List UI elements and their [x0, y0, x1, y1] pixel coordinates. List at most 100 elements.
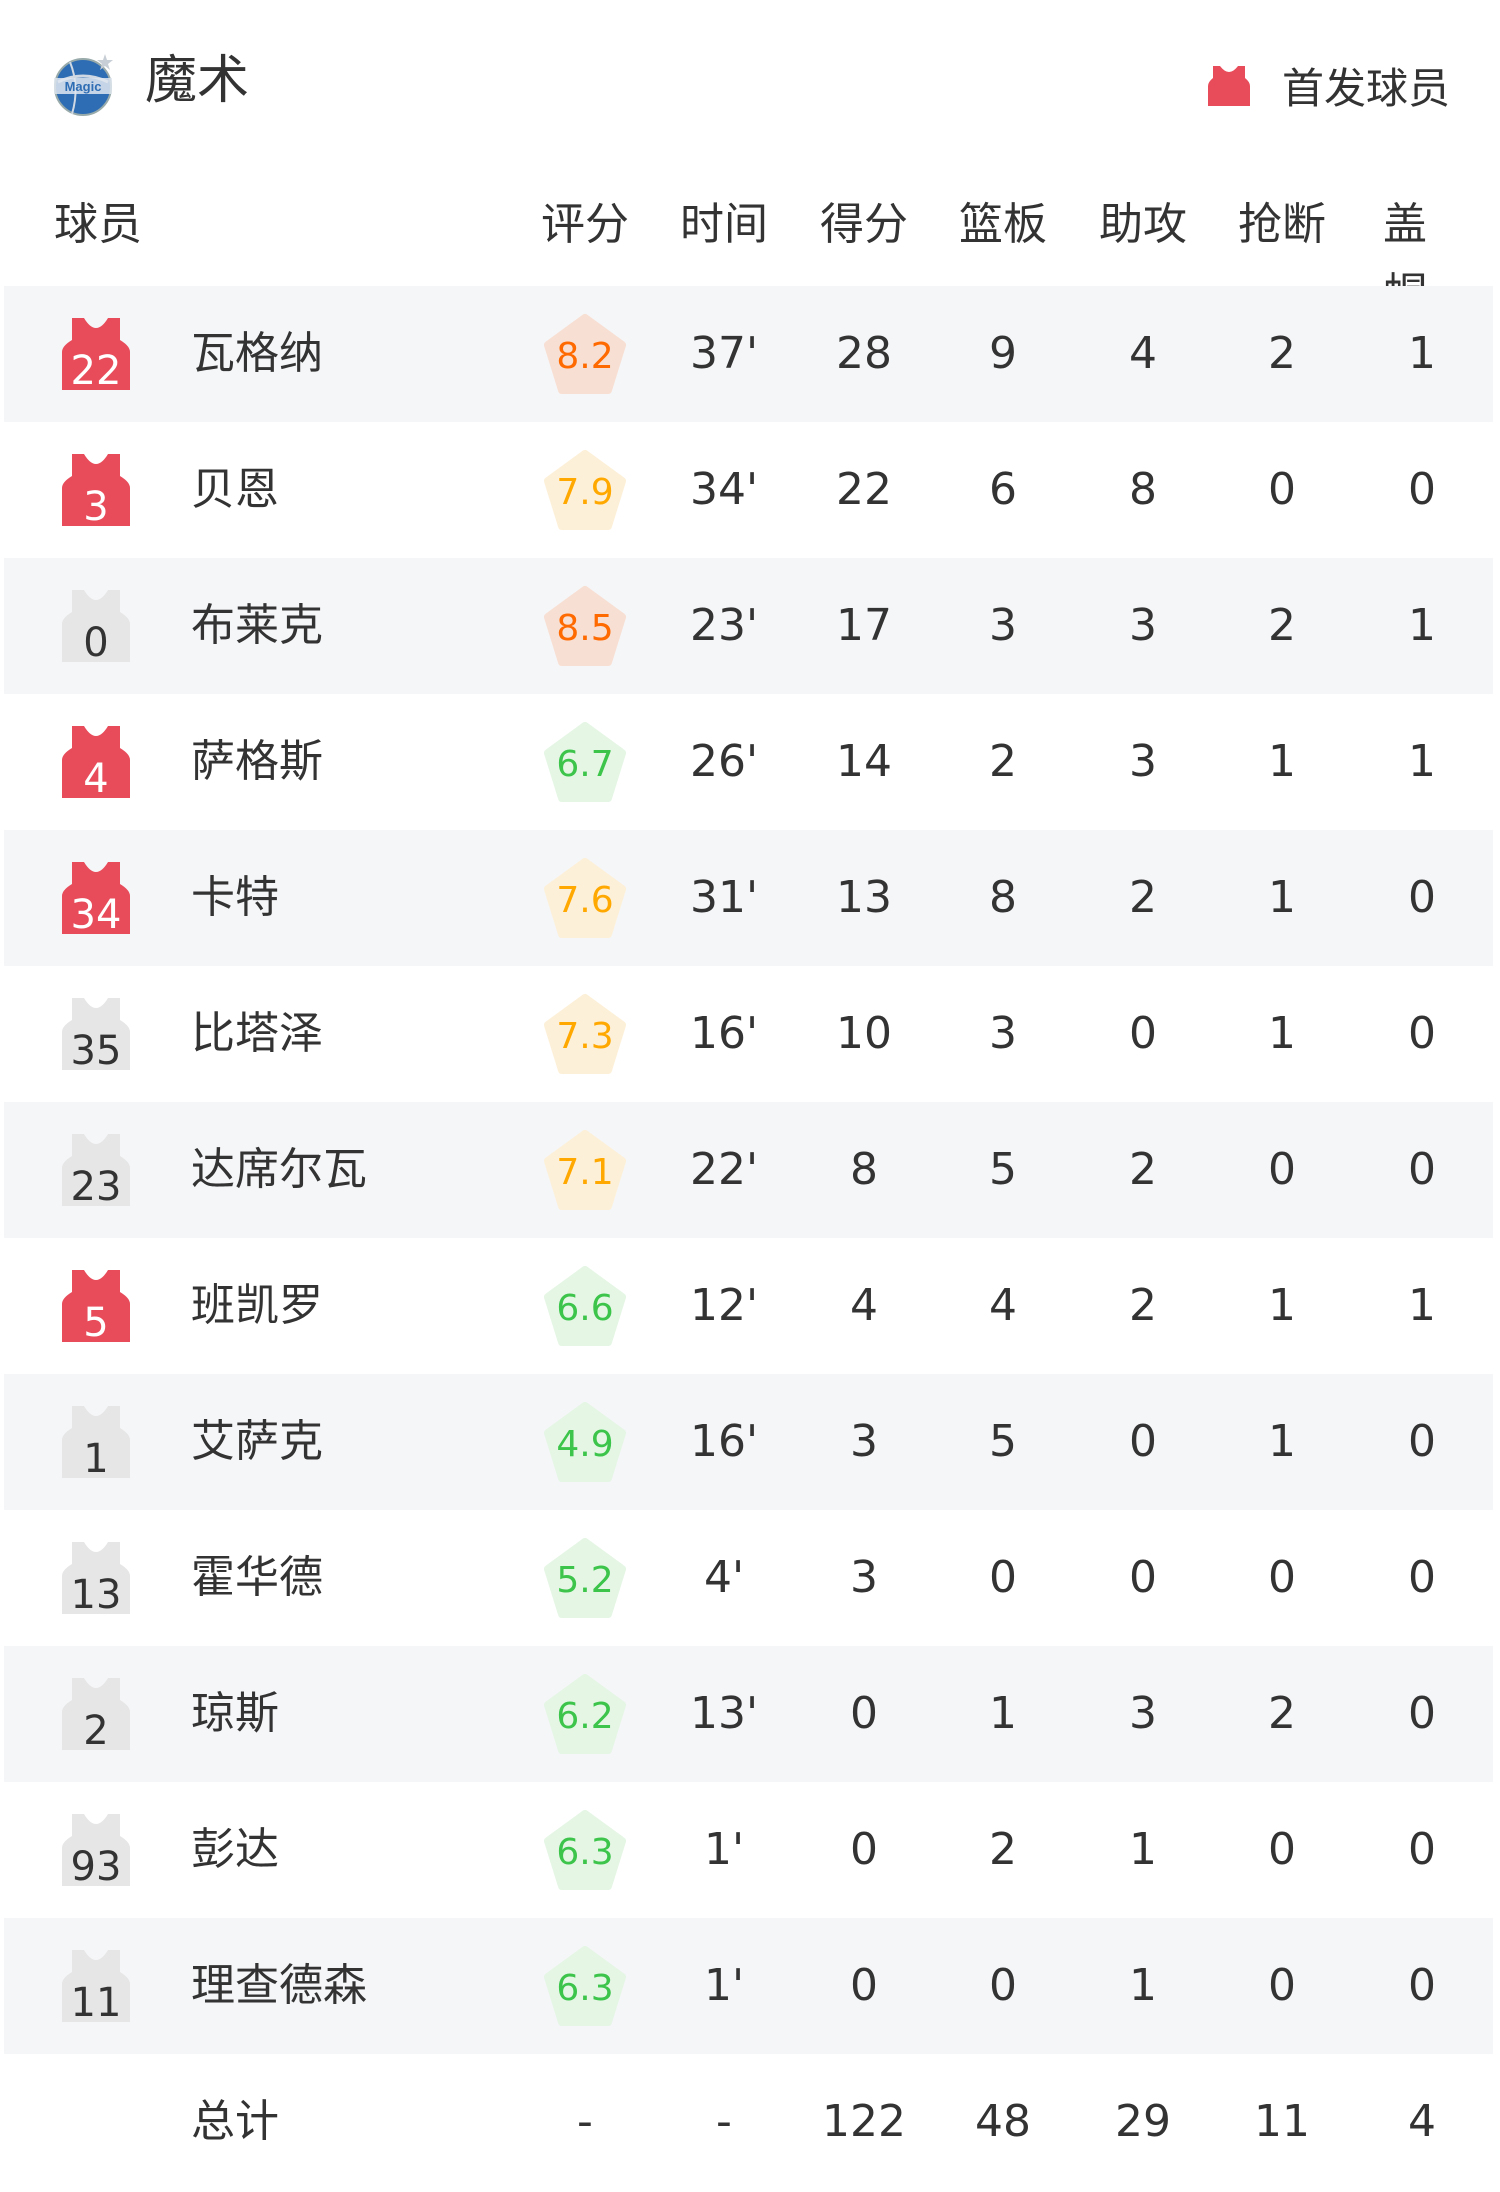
total-points: 122 — [822, 2096, 906, 2147]
rating-badge: 4.9 — [544, 1402, 626, 1482]
player-row[interactable]: 2 琼斯 6.2 13' 0 1 3 2 0 — [4, 1646, 1493, 1782]
rating-value: 5.2 — [556, 1560, 614, 1601]
stat-rebounds: 5 — [989, 1144, 1017, 1195]
stat-rebounds: 4 — [989, 1280, 1017, 1331]
player-row[interactable]: 13 霍华德 5.2 4' 3 0 0 0 0 — [4, 1510, 1493, 1646]
player-name[interactable]: 瓦格纳 — [191, 328, 323, 379]
rating-badge: 6.6 — [544, 1266, 626, 1346]
stat-rebounds: 3 — [989, 1008, 1017, 1059]
total-steals: 11 — [1254, 2096, 1310, 2147]
stat-assists: 1 — [1129, 1824, 1157, 1875]
rating-badge: 6.2 — [544, 1674, 626, 1754]
jersey-number: 34 — [70, 892, 122, 938]
player-row[interactable]: 11 理查德森 6.3 1' 0 0 1 0 0 — [4, 1918, 1493, 2054]
player-name[interactable]: 理查德森 — [191, 1960, 367, 2011]
player-name[interactable]: 彭达 — [191, 1824, 279, 1875]
player-row[interactable]: 0 布莱克 8.5 23' 17 3 3 2 1 — [4, 558, 1493, 694]
jersey-number: 13 — [70, 1572, 122, 1618]
stat-points: 4 — [850, 1280, 878, 1331]
stat-points: 13 — [836, 872, 892, 923]
column-player: 球员 — [54, 199, 142, 250]
rating-value: 8.5 — [556, 608, 614, 649]
jersey-number: 4 — [83, 756, 109, 802]
total-label: 总计 — [191, 2096, 279, 2147]
stat-rebounds: 2 — [989, 736, 1017, 787]
player-table: 22 瓦格纳 8.2 37' 28 9 4 2 1 3 贝恩 7.9 34' 22 6 8 0 0 0 … — [4, 286, 1493, 2190]
player-row[interactable]: 34 卡特 7.6 31' 13 8 2 1 0 — [4, 830, 1493, 966]
player-name[interactable]: 比塔泽 — [191, 1008, 323, 1059]
player-row[interactable]: 3 贝恩 7.9 34' 22 6 8 0 0 — [4, 422, 1493, 558]
stat-assists: 0 — [1129, 1416, 1157, 1467]
total-rating: - — [577, 2096, 593, 2147]
player-name[interactable]: 达席尔瓦 — [191, 1144, 367, 1195]
stat-assists: 0 — [1129, 1552, 1157, 1603]
jersey-number: 93 — [70, 1844, 122, 1890]
jersey-icon — [1207, 66, 1250, 106]
stat-assists: 2 — [1129, 872, 1157, 923]
column-assists: 助攻 — [1099, 199, 1187, 250]
stat-rebounds: 5 — [989, 1416, 1017, 1467]
magic-logo: Magic — [54, 54, 113, 116]
total-rebounds: 48 — [975, 2096, 1031, 2147]
stat-blocks: 0 — [1408, 872, 1436, 923]
player-row[interactable]: 22 瓦格纳 8.2 37' 28 9 4 2 1 — [4, 286, 1493, 422]
column-rebounds: 篮板 — [959, 199, 1047, 250]
player-name[interactable]: 艾萨克 — [191, 1416, 323, 1467]
stat-points: 22 — [836, 464, 892, 515]
total-blocks: 4 — [1408, 2096, 1436, 2147]
stat-points: 10 — [836, 1008, 892, 1059]
rating-value: 6.7 — [556, 744, 614, 785]
stat-time: 26' — [689, 736, 759, 787]
stat-steals: 2 — [1268, 1688, 1296, 1739]
jersey-number: 2 — [83, 1708, 109, 1754]
stat-rebounds: 6 — [989, 464, 1017, 515]
jersey-icon: 3 — [60, 452, 132, 530]
rating-badge: 8.5 — [544, 586, 626, 666]
stat-blocks: 0 — [1408, 1960, 1436, 2011]
player-row[interactable]: 23 达席尔瓦 7.1 22' 8 5 2 0 0 — [4, 1102, 1493, 1238]
player-row[interactable]: 4 萨格斯 6.7 26' 14 2 3 1 1 — [4, 694, 1493, 830]
stat-assists: 2 — [1129, 1280, 1157, 1331]
rating-value: 7.6 — [556, 880, 614, 921]
stat-steals: 1 — [1268, 872, 1296, 923]
jersey-icon: 34 — [60, 860, 132, 938]
player-row[interactable]: 1 艾萨克 4.9 16' 3 5 0 1 0 — [4, 1374, 1493, 1510]
stat-assists: 0 — [1129, 1008, 1157, 1059]
stat-blocks: 0 — [1408, 1416, 1436, 1467]
rating-badge: 6.7 — [544, 722, 626, 802]
rating-badge: 7.3 — [544, 994, 626, 1074]
stat-time: 4' — [703, 1552, 745, 1603]
jersey-icon: 5 — [60, 1268, 132, 1346]
jersey-icon: 1 — [60, 1404, 132, 1482]
stat-time: 31' — [689, 872, 759, 923]
stat-steals: 1 — [1268, 1008, 1296, 1059]
stat-points: 8 — [850, 1144, 878, 1195]
jersey-number: 11 — [70, 1980, 122, 2026]
player-name[interactable]: 琼斯 — [191, 1688, 279, 1739]
rating-badge: 6.3 — [544, 1810, 626, 1890]
player-row[interactable]: 5 班凯罗 6.6 12' 4 4 2 1 1 — [4, 1238, 1493, 1374]
player-name[interactable]: 班凯罗 — [191, 1280, 323, 1331]
total-time: - — [716, 2096, 732, 2147]
player-row[interactable]: 93 彭达 6.3 1' 0 2 1 0 0 — [4, 1782, 1493, 1918]
player-name[interactable]: 霍华德 — [191, 1552, 323, 1603]
stat-points: 28 — [836, 328, 892, 379]
stat-rebounds: 8 — [989, 872, 1017, 923]
table-header: 球员 评分 时间 得分 篮板 助攻 抢断 盖帽 — [0, 190, 1500, 320]
stat-steals: 0 — [1268, 1960, 1296, 2011]
player-name[interactable]: 布莱克 — [191, 600, 323, 651]
rating-value: 8.2 — [556, 336, 614, 377]
player-name[interactable]: 卡特 — [191, 872, 279, 923]
stat-steals: 0 — [1268, 1144, 1296, 1195]
player-name[interactable]: 贝恩 — [191, 464, 279, 515]
rating-value: 7.9 — [556, 472, 614, 513]
stat-blocks: 0 — [1408, 1552, 1436, 1603]
stat-time: 1' — [703, 1960, 745, 2011]
jersey-icon: 23 — [60, 1132, 132, 1210]
player-name[interactable]: 萨格斯 — [191, 736, 323, 787]
stat-time: 37' — [689, 328, 759, 379]
rating-value: 6.3 — [556, 1968, 614, 2009]
jersey-number: 35 — [70, 1028, 122, 1074]
svg-text:Magic: Magic — [65, 79, 102, 94]
player-row[interactable]: 35 比塔泽 7.3 16' 10 3 0 1 0 — [4, 966, 1493, 1102]
